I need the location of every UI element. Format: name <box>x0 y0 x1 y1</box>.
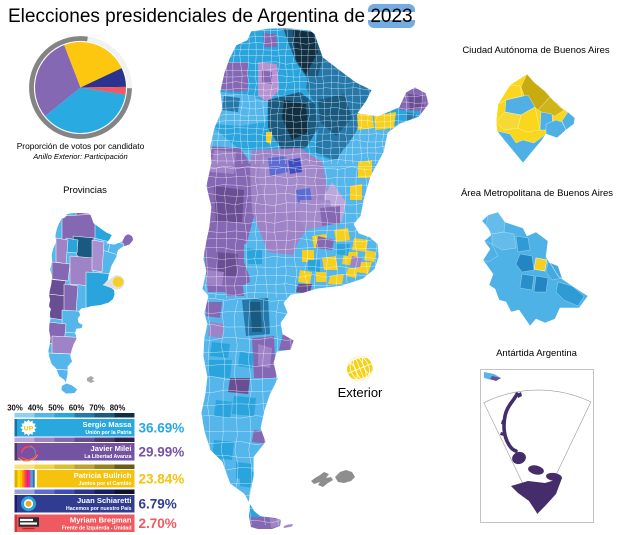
svg-text:Proporción de votos por candid: Proporción de votos por candidato <box>17 141 145 151</box>
svg-text:Provincias: Provincias <box>63 185 107 196</box>
svg-text:Javier Milei: Javier Milei <box>91 444 132 453</box>
svg-text:50%: 50% <box>48 404 64 413</box>
svg-text:Patricia Bullrich: Patricia Bullrich <box>74 471 132 480</box>
svg-text:70%: 70% <box>89 404 105 413</box>
svg-text:23.84%: 23.84% <box>139 472 185 487</box>
svg-text:40%: 40% <box>28 404 44 413</box>
svg-text:UP: UP <box>24 425 34 432</box>
svg-text:Juntos por el Cambio: Juntos por el Cambio <box>78 481 131 487</box>
svg-text:Hacemos por nuestro País: Hacemos por nuestro País <box>66 506 132 512</box>
svg-text:Ciudad Autónoma de Buenos Aire: Ciudad Autónoma de Buenos Aires <box>462 45 610 56</box>
svg-text:60%: 60% <box>69 404 85 413</box>
svg-text:Myriam Bregman: Myriam Bregman <box>70 516 132 525</box>
svg-text:Exterior: Exterior <box>338 385 383 400</box>
svg-text:Antártida Argentina: Antártida Argentina <box>496 348 578 359</box>
svg-text:Unión por la Patria: Unión por la Patria <box>85 430 131 436</box>
svg-text:2.70%: 2.70% <box>139 516 177 531</box>
svg-text:Área Metropolitana de Buenos A: Área Metropolitana de Buenos Aires <box>461 188 613 199</box>
svg-text:36.69%: 36.69% <box>139 421 185 436</box>
svg-text:Frente de Izquierda - Unidad: Frente de Izquierda - Unidad <box>62 525 132 531</box>
svg-text:Anillo Exterior: Participación: Anillo Exterior: Participación <box>32 152 128 161</box>
svg-text:80%: 80% <box>110 404 126 413</box>
svg-text:6.79%: 6.79% <box>139 497 177 512</box>
svg-text:Juan Schiaretti: Juan Schiaretti <box>77 496 131 505</box>
svg-text:2023: 2023 <box>370 6 412 27</box>
svg-text:29.99%: 29.99% <box>139 445 185 460</box>
svg-text:30%: 30% <box>7 404 23 413</box>
svg-text:Elecciones presidenciales de A: Elecciones presidenciales de Argentina d… <box>8 6 365 27</box>
svg-text:Sergio Massa: Sergio Massa <box>83 420 133 429</box>
svg-text:La Libertad Avanza: La Libertad Avanza <box>84 454 131 460</box>
